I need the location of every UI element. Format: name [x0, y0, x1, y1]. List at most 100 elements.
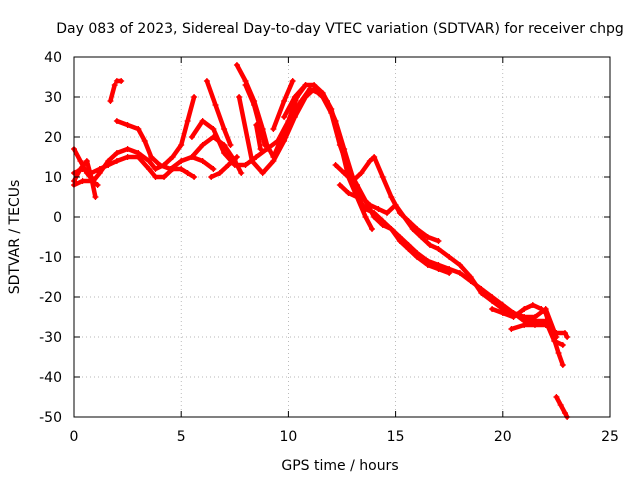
series-arc-5: [107, 82, 118, 104]
data-point: [281, 114, 288, 120]
data-point: [261, 142, 268, 148]
data-point: [369, 226, 376, 232]
data-point: [358, 170, 365, 176]
data-point: [564, 334, 571, 340]
data-point: [538, 306, 545, 312]
series-arc-18: [332, 154, 442, 244]
data-point: [384, 210, 391, 216]
series-arc-19: [336, 182, 453, 276]
data-point: [499, 310, 506, 316]
data-point: [388, 226, 395, 232]
data-point: [184, 118, 191, 124]
data-point: [135, 126, 142, 132]
data-point: [435, 246, 442, 252]
data-point: [156, 162, 163, 168]
data-point: [135, 154, 142, 160]
data-point: [291, 94, 298, 100]
data-point: [553, 330, 560, 336]
y-tick-label: -40: [39, 370, 62, 386]
series-trace: [234, 62, 559, 340]
data-point: [366, 158, 373, 164]
data-point: [221, 150, 228, 156]
x-tick-label: 15: [387, 429, 405, 445]
data-point: [521, 322, 528, 328]
data-point: [188, 154, 195, 160]
y-tick-label: 30: [44, 90, 62, 106]
x-axis: 0 5 10 15 20 25: [70, 57, 619, 445]
data-point: [396, 238, 403, 244]
data-point: [311, 82, 318, 88]
data-point: [379, 218, 386, 224]
data-point: [236, 94, 243, 100]
y-tick-label: -50: [39, 410, 62, 426]
data-point: [88, 178, 95, 184]
data-point: [242, 162, 249, 168]
data-point: [426, 242, 433, 248]
x-tick-label: 5: [177, 429, 186, 445]
series-trace: [243, 82, 268, 148]
y-tick-label: 20: [44, 130, 62, 146]
series-arc-14: [253, 122, 264, 152]
data-point: [553, 394, 560, 400]
data-point: [379, 174, 386, 180]
series-trace: [509, 322, 570, 340]
data-point: [188, 134, 195, 140]
data-point: [529, 302, 536, 308]
data-point: [405, 246, 412, 252]
series-trace: [108, 82, 117, 104]
data-point: [414, 254, 421, 260]
series-trace: [253, 122, 263, 152]
data-point: [508, 326, 515, 332]
series-trace: [204, 78, 233, 148]
data-point: [148, 154, 155, 160]
data-point: [161, 174, 168, 180]
data-point: [251, 102, 258, 108]
data-point: [270, 158, 277, 164]
data-point: [336, 182, 343, 188]
data-point: [375, 206, 382, 212]
data-point: [146, 158, 153, 164]
data-point: [456, 262, 463, 268]
data-point: [253, 154, 260, 160]
data-point: [191, 174, 198, 180]
data-point: [178, 142, 185, 148]
series-trace: [554, 394, 570, 420]
data-point: [92, 194, 99, 200]
data-point: [248, 158, 255, 164]
series-arc-11: [208, 154, 240, 180]
series-arc-13: [242, 82, 268, 148]
data-point: [435, 238, 442, 244]
data-point: [362, 214, 369, 220]
data-point: [499, 302, 506, 308]
data-point: [559, 342, 566, 348]
data-point: [281, 138, 288, 144]
data-point: [113, 150, 120, 156]
data-point: [362, 198, 369, 204]
data-point: [242, 82, 249, 88]
data-point: [77, 158, 84, 164]
data-point: [210, 126, 217, 132]
data-point: [203, 78, 210, 84]
data-point: [302, 94, 309, 100]
data-point: [424, 234, 431, 240]
data-point: [354, 194, 361, 200]
data-point: [414, 226, 421, 232]
data-point: [259, 170, 266, 176]
data-point: [555, 350, 562, 356]
data-point: [210, 134, 217, 140]
data-point: [396, 210, 403, 216]
data-point: [281, 98, 288, 104]
data-point: [212, 102, 219, 108]
data-point: [210, 166, 217, 172]
data-point: [332, 162, 339, 168]
data-point: [489, 294, 496, 300]
data-point: [77, 166, 84, 172]
series-trace: [489, 302, 566, 368]
grid: [74, 57, 610, 417]
data-point: [557, 402, 564, 408]
data-point: [561, 330, 568, 336]
data-point: [521, 306, 528, 312]
x-tick-label: 25: [601, 429, 619, 445]
chart-title: Day 083 of 2023, Sidereal Day-to-day VTE…: [56, 21, 624, 37]
